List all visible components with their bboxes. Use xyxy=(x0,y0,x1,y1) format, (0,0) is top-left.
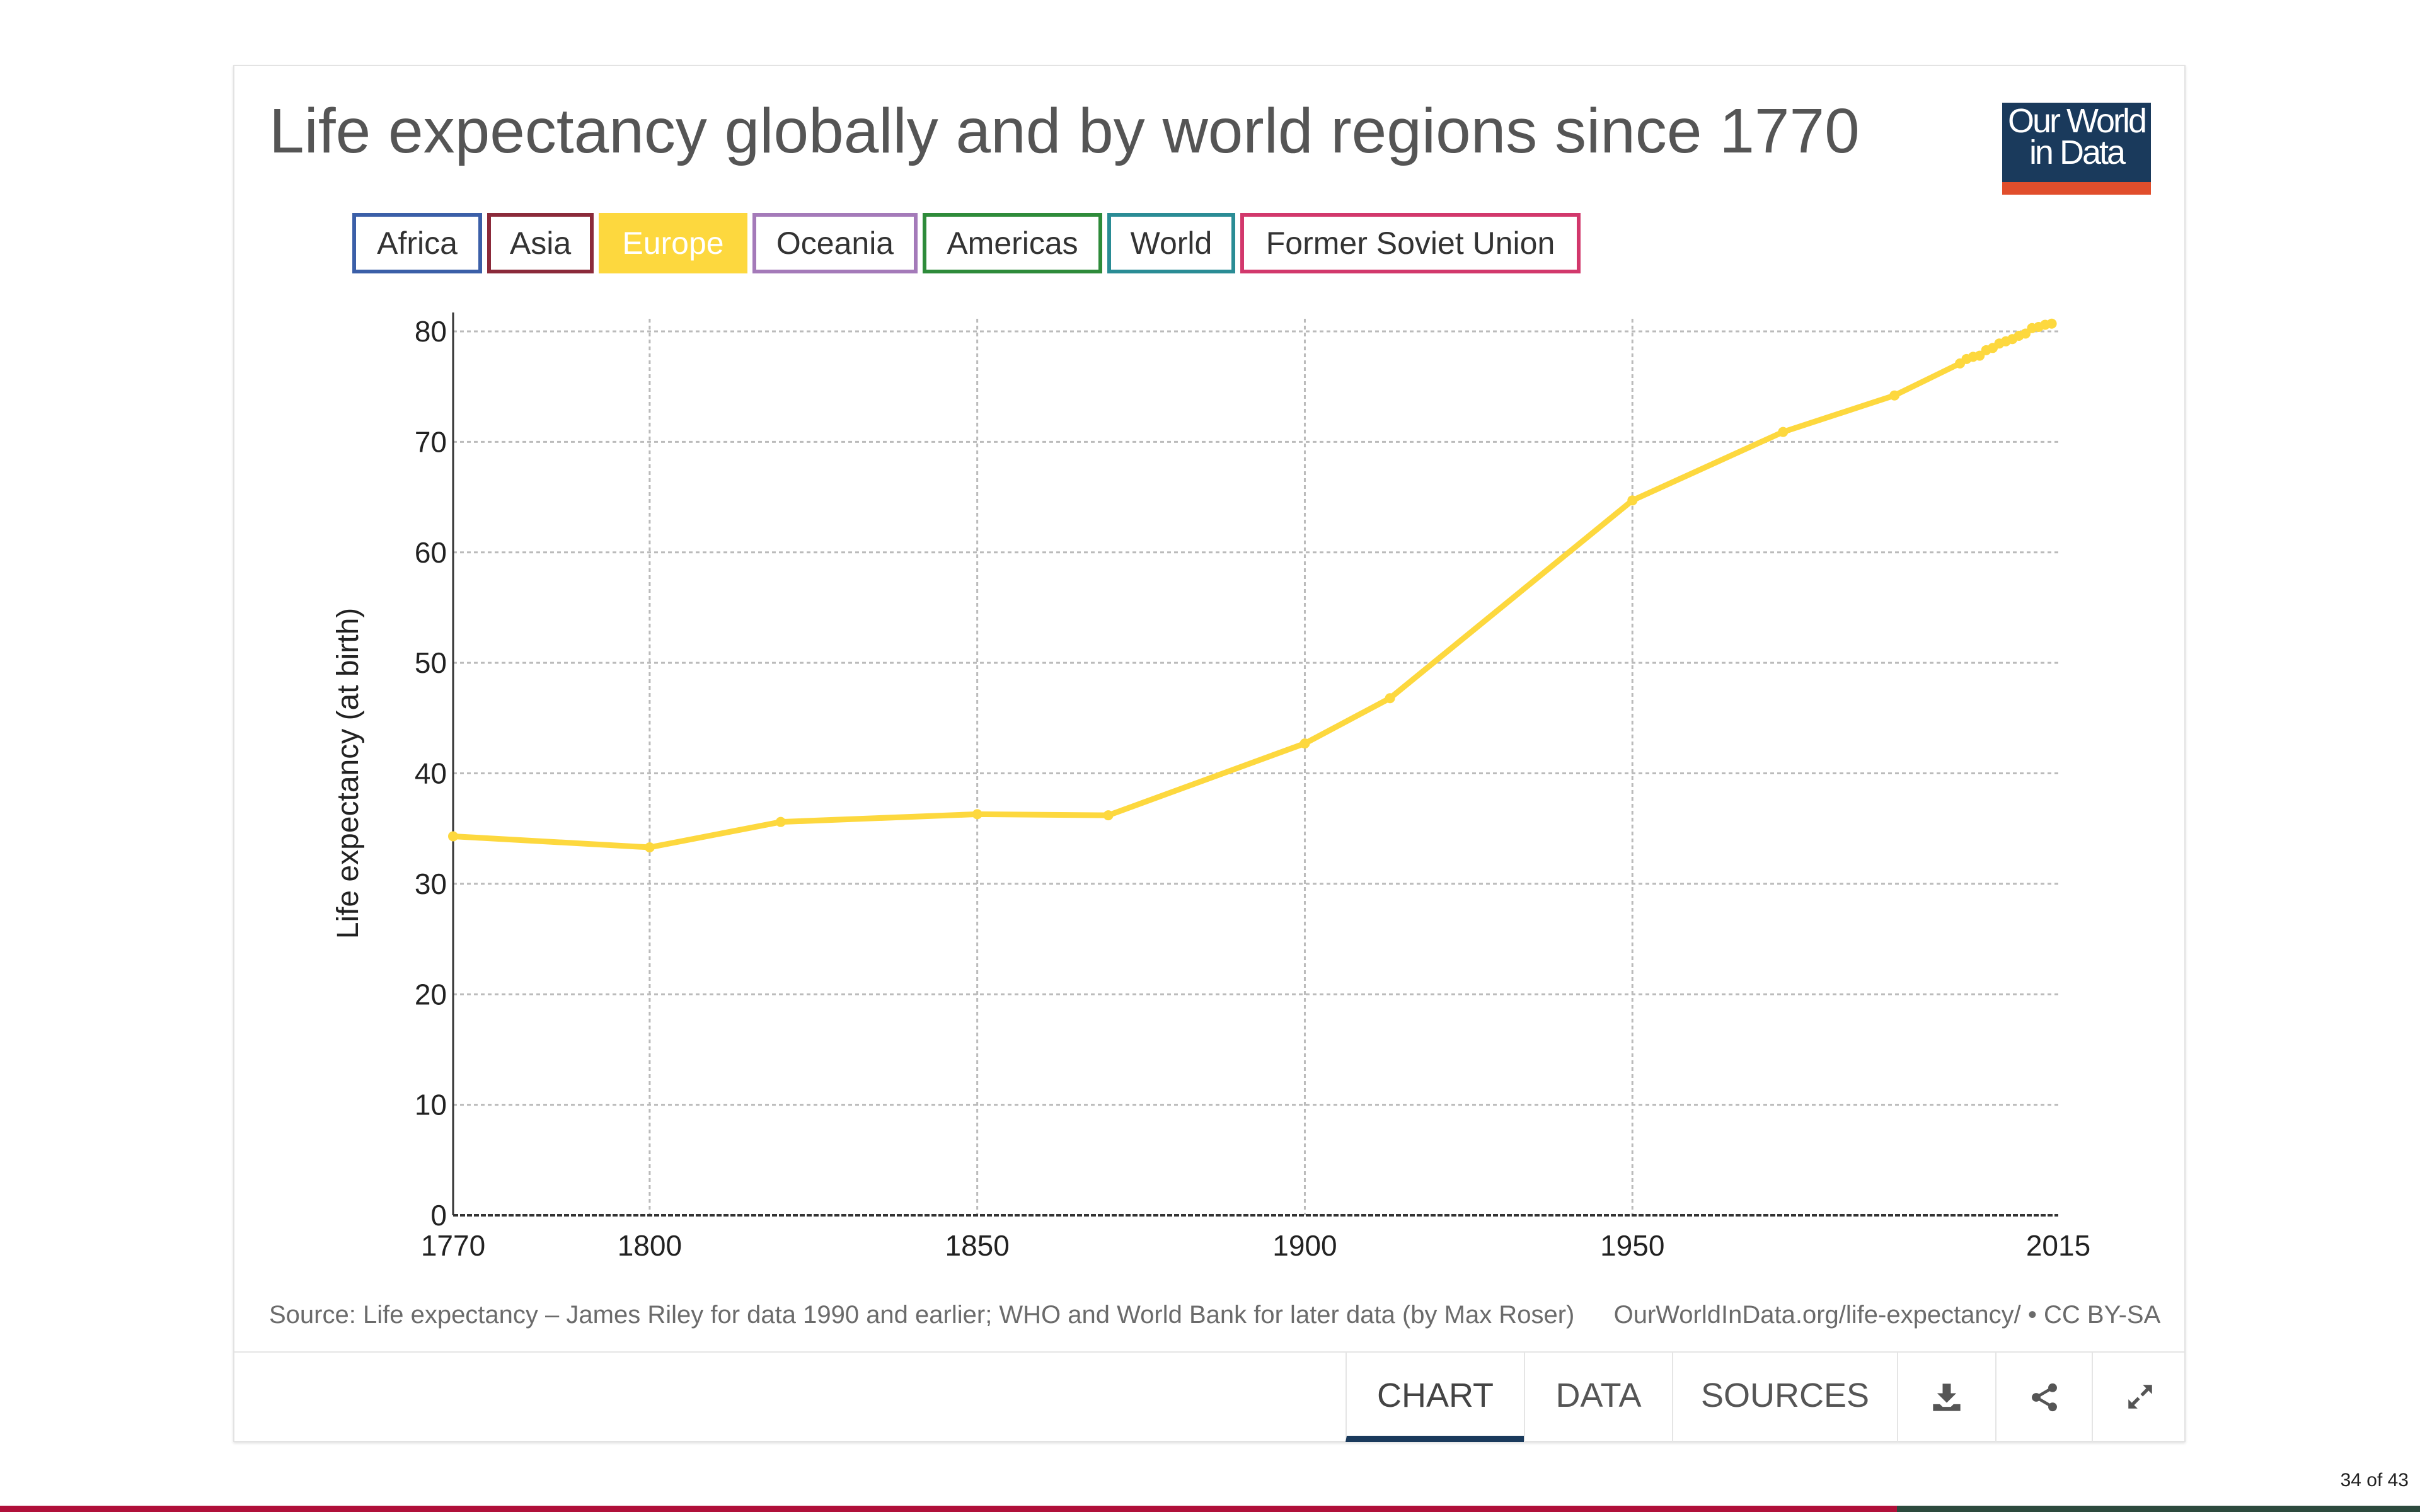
data-point xyxy=(972,809,982,820)
y-tick-label: 50 xyxy=(415,646,447,679)
legend-item-africa[interactable]: Africa xyxy=(352,213,482,273)
x-tick-label: 1950 xyxy=(1600,1229,1664,1262)
x-tick-label: 1850 xyxy=(945,1229,1010,1262)
x-tick-label: 1900 xyxy=(1272,1229,1337,1262)
y-tick-label: 10 xyxy=(415,1089,447,1121)
y-tick-label: 80 xyxy=(415,315,447,348)
logo-accent-bar xyxy=(2002,182,2151,195)
data-point xyxy=(1627,495,1638,506)
share-button[interactable] xyxy=(1995,1353,2092,1442)
bottom-accent-bar-right xyxy=(1897,1506,2420,1512)
y-tick-label: 40 xyxy=(415,757,447,790)
legend-item-former-soviet-union[interactable]: Former Soviet Union xyxy=(1240,213,1581,273)
data-point xyxy=(1385,693,1395,704)
legend-item-oceania[interactable]: Oceania xyxy=(752,213,918,273)
line-chart: 0 10 20 30 40 50 60 70 80 1770 1800 1850 1900 1950 201… xyxy=(331,312,2090,1262)
data-point xyxy=(775,816,786,827)
data-point xyxy=(1103,810,1114,821)
source-text: Source: Life expectancy – James Riley fo… xyxy=(269,1301,1575,1329)
tab-chart[interactable]: CHART xyxy=(1345,1353,1524,1442)
bottom-accent-bar xyxy=(0,1506,2420,1512)
y-tick-label: 20 xyxy=(415,978,447,1011)
data-point xyxy=(1778,427,1789,437)
data-point xyxy=(2046,318,2057,329)
logo-line-2: in Data xyxy=(2029,134,2126,171)
chart-source: Source: Life expectancy – James Riley fo… xyxy=(269,1301,2160,1329)
x-tick-label: 2015 xyxy=(2026,1229,2090,1262)
expand-button[interactable] xyxy=(2092,1353,2187,1442)
chart-card: Life expectancy globally and by world re… xyxy=(233,65,2186,1442)
x-tick-label: 1800 xyxy=(618,1229,682,1262)
y-tick-label: 70 xyxy=(415,425,447,458)
data-point xyxy=(448,831,458,842)
data-point xyxy=(644,842,655,853)
x-tick-label: 1770 xyxy=(421,1229,485,1262)
y-tick-label: 0 xyxy=(430,1199,447,1232)
tab-sources[interactable]: SOURCES xyxy=(1672,1353,1897,1442)
series-line-europe xyxy=(450,321,2055,850)
data-point xyxy=(1889,390,1900,401)
expand-icon xyxy=(2128,1385,2152,1409)
y-axis-label: Life expectancy (at birth) xyxy=(331,608,365,939)
share-icon xyxy=(2031,1383,2057,1412)
logo-line-1: Our World xyxy=(2007,102,2147,140)
legend-item-europe[interactable]: Europe xyxy=(599,213,747,273)
owid-logo[interactable]: Our World in Data xyxy=(2002,103,2151,195)
tab-data[interactable]: DATA xyxy=(1524,1353,1672,1442)
legend-item-americas[interactable]: Americas xyxy=(923,213,1102,273)
legend-item-asia[interactable]: Asia xyxy=(487,213,594,273)
y-tick-label: 30 xyxy=(415,868,447,900)
page-counter: 34 of 43 xyxy=(2340,1470,2409,1491)
chart-title: Life expectancy globally and by world re… xyxy=(269,96,1860,166)
data-point xyxy=(1299,738,1310,749)
download-icon xyxy=(1933,1383,1961,1411)
download-button[interactable] xyxy=(1897,1353,1995,1442)
license-text: OurWorldInData.org/life-expectancy/ • CC… xyxy=(1613,1301,2161,1329)
legend-item-world[interactable]: World xyxy=(1107,213,1235,273)
footer-divider xyxy=(234,1351,2184,1353)
y-tick-label: 60 xyxy=(415,536,447,569)
